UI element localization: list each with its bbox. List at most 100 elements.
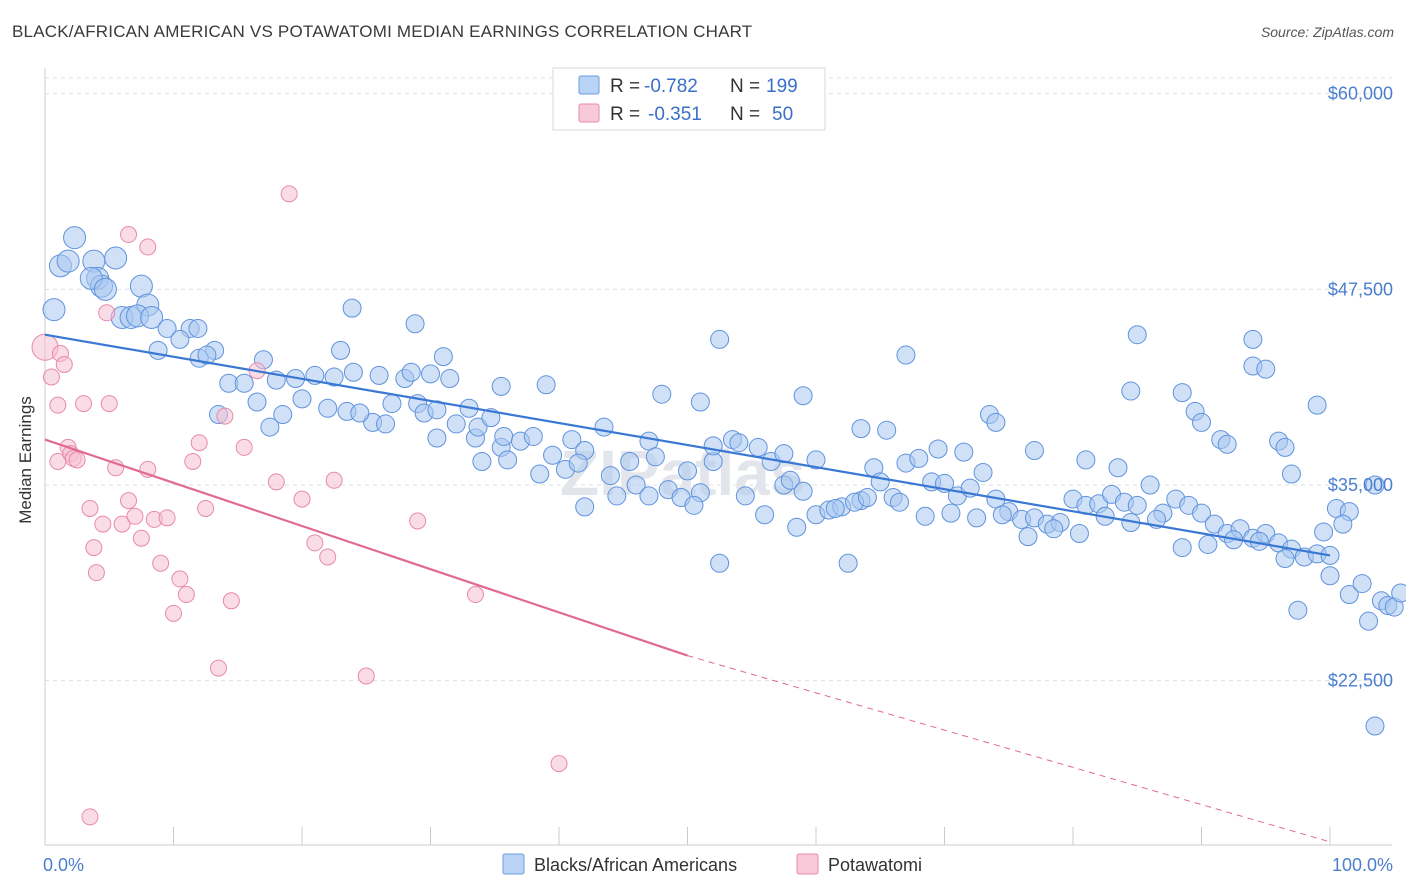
point-potawatomi-32 [216, 407, 234, 425]
point-potawatomi-27 [177, 586, 195, 604]
point-blacks-171 [806, 450, 826, 470]
point-potawatomi-43 [409, 512, 427, 530]
trend-line-potawatomi [44, 438, 688, 657]
point-blacks-176 [1024, 441, 1044, 461]
point-blacks-109 [973, 462, 993, 482]
point-blacks-83 [626, 475, 646, 495]
point-blacks-64 [494, 426, 514, 446]
legend: R = -0.782 N = 199 R = -0.351 N = 50 [552, 67, 826, 131]
point-blacks-168 [703, 436, 723, 456]
point-blacks-101 [870, 472, 890, 492]
point-potawatomi-2 [49, 396, 67, 414]
point-blacks-79 [645, 447, 665, 467]
legend-r-value-1: -0.782 [644, 76, 698, 97]
point-potawatomi-23 [152, 554, 170, 572]
point-blacks-175 [986, 412, 1006, 432]
point-potawatomi-5 [55, 355, 73, 373]
point-blacks-82 [678, 461, 697, 481]
point-blacks-42 [273, 405, 293, 425]
point-blacks-127 [1204, 514, 1224, 534]
point-blacks-163 [710, 329, 730, 349]
point-blacks-2 [63, 226, 87, 250]
point-blacks-38 [440, 369, 460, 389]
point-potawatomi-42 [357, 667, 375, 685]
legend-n-value-1: 199 [766, 76, 798, 97]
point-blacks-55 [427, 428, 447, 448]
point-blacks-34 [343, 362, 363, 382]
point-blacks-33 [324, 367, 344, 387]
point-blacks-26 [405, 314, 425, 334]
point-blacks-8 [93, 277, 117, 301]
point-potawatomi-36 [267, 473, 285, 491]
point-potawatomi-38 [293, 490, 311, 508]
point-potawatomi-26 [171, 570, 189, 588]
bottom-legend: Blacks/African Americans Potawatomi [502, 853, 922, 875]
point-blacks-95 [793, 481, 813, 501]
point-blacks-208 [1365, 716, 1385, 736]
point-blacks-144 [890, 492, 910, 512]
y-tick-labels: $22,500 $35,000 $47,500 $60,000 [1328, 84, 1393, 691]
point-blacks-37 [421, 364, 440, 384]
bottom-legend-label-blue: Blacks/African Americans [534, 855, 737, 875]
point-potawatomi-37 [280, 185, 298, 203]
point-potawatomi-20 [132, 529, 150, 547]
point-blacks-141 [825, 498, 845, 518]
source-name: ZipAtlas.com [1313, 24, 1394, 40]
point-blacks-148 [992, 505, 1012, 525]
point-potawatomi-18 [120, 492, 138, 510]
point-potawatomi-24 [158, 509, 176, 527]
point-blacks-65 [498, 450, 518, 470]
point-blacks-86 [639, 486, 659, 506]
point-potawatomi-48 [98, 304, 116, 322]
point-potawatomi-49 [81, 808, 99, 826]
point-blacks-19 [170, 329, 190, 349]
point-blacks-196 [1333, 514, 1353, 534]
bottom-legend-swatch-pink [796, 853, 819, 875]
legend-r-label-1: R = [610, 76, 640, 97]
point-blacks-190 [1281, 464, 1301, 484]
axes [44, 68, 1392, 846]
legend-n-value-2: 50 [772, 104, 793, 125]
point-blacks-160 [838, 553, 858, 573]
legend-r-label-2: R = [610, 104, 640, 125]
point-potawatomi-31 [209, 659, 227, 677]
point-blacks-177 [1076, 450, 1096, 470]
point-blacks-162 [896, 345, 916, 365]
point-blacks-71 [562, 430, 582, 450]
point-blacks-17 [188, 318, 208, 338]
point-blacks-164 [793, 386, 813, 406]
chart-title: BLACK/AFRICAN AMERICAN VS POTAWATOMI MED… [12, 22, 753, 41]
legend-r-value-2: -0.351 [648, 104, 702, 125]
point-potawatomi-10 [75, 395, 93, 413]
point-blacks-23 [197, 345, 217, 365]
point-potawatomi-33 [222, 592, 240, 610]
point-blacks-161 [877, 420, 897, 440]
point-blacks-193 [1314, 522, 1334, 542]
bottom-legend-label-pink: Potawatomi [828, 855, 922, 875]
point-blacks-199 [1339, 585, 1359, 605]
point-potawatomi-41 [325, 471, 343, 489]
bottom-legend-swatch-blue [502, 853, 525, 875]
point-blacks-3 [56, 249, 80, 273]
point-potawatomi-15 [100, 395, 118, 413]
point-blacks-126 [1192, 503, 1211, 523]
point-blacks-52 [260, 417, 280, 437]
point-blacks-60 [468, 417, 488, 437]
point-blacks-192 [1127, 325, 1147, 345]
point-blacks-198 [1320, 566, 1340, 586]
point-potawatomi-25 [165, 604, 182, 622]
point-blacks-47 [382, 394, 402, 414]
point-blacks-167 [652, 384, 672, 404]
point-blacks-138 [710, 553, 730, 573]
point-blacks-74 [568, 453, 588, 473]
point-blacks-25 [331, 340, 351, 360]
trend-line-blacks [44, 333, 1331, 557]
y-axis-label: Median Earnings [16, 396, 35, 524]
point-blacks-9 [104, 246, 128, 270]
point-blacks-50 [427, 400, 447, 420]
point-potawatomi-9 [68, 451, 86, 469]
point-blacks-139 [755, 505, 775, 525]
point-blacks-140 [787, 517, 807, 537]
point-blacks-77 [620, 452, 640, 471]
